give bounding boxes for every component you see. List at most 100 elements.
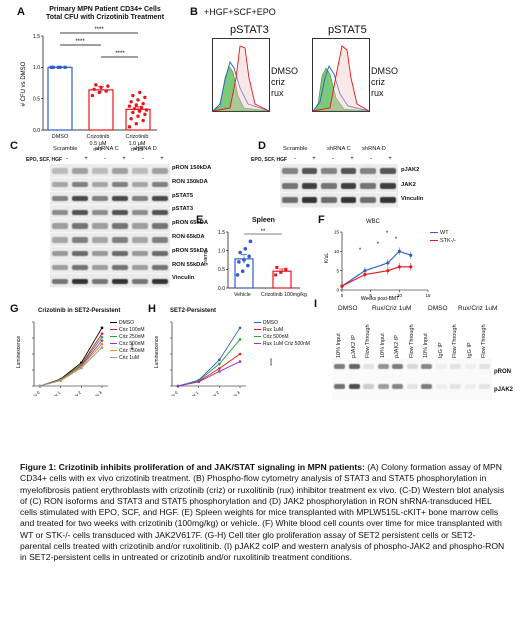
panel-e-x-vehicle: Vehicle	[234, 292, 251, 298]
panel-a-data-point	[131, 93, 135, 98]
panel-f-ytick-label: 5	[336, 268, 339, 273]
panel-g-xtick-label: Day 1	[50, 390, 62, 396]
panel-g-legend-item: Criz 500nM	[110, 341, 145, 348]
panel-g-data-point	[100, 326, 104, 330]
panel-i-band	[464, 364, 476, 369]
panel-h-legend-swatch	[254, 321, 261, 324]
panel-d-blot-strip	[280, 164, 398, 178]
panel-a-data-point	[138, 90, 142, 95]
panel-a-data-point	[127, 104, 132, 108]
panel-g-xtick-label: Day 3	[91, 390, 103, 396]
panel-g-legend-swatch	[110, 349, 117, 352]
panel-c-band	[112, 168, 128, 174]
panel-a-data-point	[134, 122, 138, 126]
panel-a-data-point	[56, 65, 60, 69]
panel-e-data-point	[242, 258, 246, 262]
panel-g-legend-label: DMSO	[119, 320, 134, 326]
panel-c-band	[132, 223, 148, 229]
panel-h-legend: DMSO Rux 1uM Criz 500nM Rux 1uM Criz 500nM	[254, 320, 310, 348]
legend-wt: WT	[430, 229, 456, 237]
panel-f-series-line	[341, 266, 411, 287]
panel-d-group-shrnad: shRNA D	[362, 146, 386, 152]
panel-d-band	[321, 197, 337, 204]
panel-a-data-point	[136, 98, 140, 102]
panel-a-x-criz05-dose: 0.5 μM	[89, 140, 107, 147]
panel-a-data-point	[143, 112, 147, 117]
panel-h-legend-item: Rux 1uM	[254, 327, 310, 334]
panel-d-band	[301, 168, 318, 175]
panel-i-band	[435, 384, 447, 389]
panel-h-xtick-label: Day 2	[208, 390, 220, 396]
panel-c-band	[112, 237, 128, 243]
legend-rux-2: rux	[371, 88, 384, 98]
panel-c-band	[72, 181, 88, 188]
panel-c-band	[72, 278, 88, 285]
panel-c-blot-strip	[50, 246, 170, 260]
panel-g-legend-label: Criz 100nM	[119, 327, 145, 333]
panel-e-data-point	[243, 247, 248, 251]
panel-g-legend-swatch	[110, 356, 117, 359]
panel-i-lane-label: 10% Input	[379, 333, 386, 358]
panel-f-label: F	[318, 214, 325, 226]
panel-a-data-point	[129, 117, 133, 121]
panel-i-band	[421, 384, 432, 389]
panel-c-band	[152, 209, 168, 216]
panel-a-ytick-label: 1.5	[33, 34, 40, 40]
panel-d-band	[321, 168, 337, 175]
panel-e-ytick-label: 1.5	[218, 230, 225, 236]
panel-g-series-line	[39, 347, 103, 387]
panel-e-sig: **	[261, 229, 266, 235]
panel-g-line-chart: Luminescence Day 0 Day 1 Day 2 Day 3 ****	[16, 321, 133, 396]
panel-a-bar-chart: # CFU vs DMSO 0.0 0.5 1.0 1.5 **** **** ***…	[21, 27, 157, 134]
panel-c-blot-strip	[50, 260, 170, 274]
panel-i-band	[334, 364, 345, 369]
panel-h-data-point	[218, 358, 221, 362]
panel-i-band	[348, 364, 360, 369]
panel-e-bar-chart: grams 0.0 0.5 1.0 1.5 **	[203, 229, 300, 292]
panel-h-legend-label: Criz 500nM	[263, 334, 289, 340]
panel-g-legend-item: DMSO	[110, 320, 145, 327]
panel-d-lane-signs: - + - + - +	[290, 156, 410, 164]
panel-i-hdr-ruxcriz-1: Rux/Criz 1uM	[372, 305, 412, 312]
panel-h-sig: ****	[266, 358, 272, 366]
panel-i-band	[377, 364, 389, 369]
panel-i-lane-label: pJAK2 IP	[394, 335, 400, 358]
panel-a-title-line1: Primary MPN Patient CD34+ Cells	[49, 6, 161, 13]
panel-a-data-point	[131, 110, 135, 115]
panel-b-legend-1: DMSO criz rux	[271, 66, 298, 99]
panel-d-band	[380, 197, 396, 204]
panel-h-xtick-label: Day 3	[229, 390, 241, 396]
legend-dmso-2: DMSO	[371, 66, 398, 76]
panel-h-legend-swatch	[254, 342, 261, 345]
panel-c-blot-strip	[50, 164, 170, 177]
caption-lead: Figure 1: Crizotinib inhibits proliferat…	[20, 462, 365, 472]
panel-c-band	[52, 264, 68, 271]
panel-g-legend-swatch	[110, 335, 117, 338]
panel-c-row-label: pSTAT5	[172, 192, 194, 199]
panel-c-lane-sign: -	[104, 156, 106, 162]
panel-g-legend-item: Criz 1uM	[110, 355, 145, 362]
panel-a-data-point	[49, 65, 54, 69]
panel-d-lane-sign: +	[388, 156, 392, 162]
panel-g-data-point	[100, 335, 104, 339]
panel-a-data-point	[141, 118, 145, 123]
panel-g-data-point	[100, 346, 104, 349]
panel-e-data-point	[240, 269, 245, 273]
panel-e-data-point	[279, 270, 283, 274]
panel-d-lane-sign: -	[370, 156, 372, 162]
panel-d-band	[282, 168, 298, 175]
panel-g-series-line	[39, 336, 103, 387]
panel-b-label: B	[190, 6, 198, 18]
panel-h-ylabel: Luminescence	[154, 336, 160, 368]
panel-a-data-point	[139, 105, 144, 110]
panel-c-band	[92, 195, 108, 202]
panel-c-band	[152, 168, 168, 174]
panel-c-band	[132, 168, 148, 174]
panel-h-data-point	[218, 370, 221, 373]
panel-c-band	[52, 223, 68, 229]
panel-c-group-shrnac: shRNA C	[95, 146, 119, 152]
panel-i-lane-label: 10% Input	[423, 333, 429, 358]
panel-g-sig: ****	[127, 342, 133, 350]
panel-h-data-point	[218, 362, 221, 366]
panel-i-row-labels: pRON pJAK2	[494, 363, 513, 399]
